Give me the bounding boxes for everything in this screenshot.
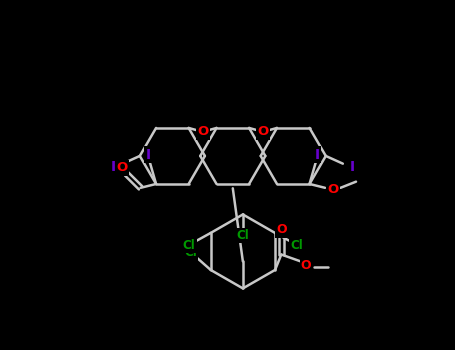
Text: Cl: Cl — [290, 239, 303, 252]
Text: O: O — [258, 125, 268, 138]
Text: O: O — [276, 223, 287, 236]
Text: I: I — [315, 148, 320, 162]
Text: I: I — [111, 160, 116, 174]
Text: Cl: Cl — [182, 239, 195, 252]
Text: O: O — [116, 161, 127, 174]
Text: O: O — [197, 125, 208, 138]
Text: Cl: Cl — [237, 229, 249, 242]
Text: Cl: Cl — [184, 246, 197, 259]
Text: O: O — [327, 183, 339, 196]
Text: I: I — [146, 148, 151, 162]
Text: I: I — [349, 160, 355, 174]
Text: O: O — [301, 259, 311, 272]
